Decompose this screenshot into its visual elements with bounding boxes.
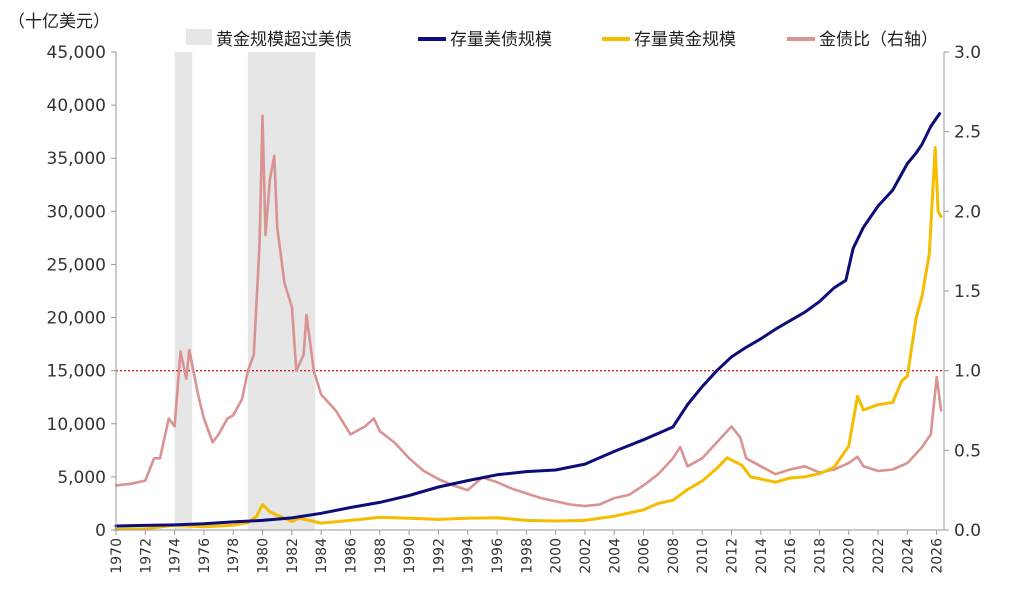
x-tick-label: 1980 xyxy=(256,538,272,574)
y-tick-label: 45,000 xyxy=(47,43,106,63)
series-line-treasury xyxy=(114,112,942,528)
x-tick-label: 1984 xyxy=(314,538,330,574)
x-tick-label: 1970 xyxy=(109,538,125,574)
legend-label-gold: 存量黄金规模 xyxy=(634,30,736,50)
legend: 黄金规模超过美债 存量美债规模 存量黄金规模 金债比（右轴） xyxy=(186,29,938,50)
y2-axis-ticks: 0.0 0.5 1.0 1.5 2.0 2.5 3.0 xyxy=(944,43,981,541)
y-tick-label: 35,000 xyxy=(47,149,106,169)
x-tick-label: 1996 xyxy=(490,538,506,574)
legend-label-ratio: 金债比（右轴） xyxy=(819,30,938,50)
shaded-regions xyxy=(174,52,316,530)
series-line-gold xyxy=(114,146,943,531)
series-line-ratio xyxy=(114,114,943,508)
x-tick-label: 2004 xyxy=(607,538,623,574)
y2-tick-label: 0.0 xyxy=(954,521,981,541)
shaded-region-1 xyxy=(247,52,316,530)
x-tick-label: 1992 xyxy=(431,538,447,574)
x-tick-label: 1982 xyxy=(285,538,301,574)
y2-tick-label: 3.0 xyxy=(954,43,981,63)
y2-tick-label: 2.0 xyxy=(954,202,981,222)
x-tick-label: 2014 xyxy=(754,538,770,574)
x-tick-label: 2006 xyxy=(637,538,653,574)
x-tick-label: 1986 xyxy=(343,538,359,574)
y-tick-label: 10,000 xyxy=(47,415,106,435)
y-tick-label: 25,000 xyxy=(47,255,106,275)
x-tick-label: 1988 xyxy=(373,538,389,574)
x-tick-label: 2012 xyxy=(725,538,741,574)
series-lines xyxy=(114,112,943,531)
x-tick-label: 2022 xyxy=(871,538,887,574)
x-axis-ticks: 1970 1972 1974 1976 1978 1980 1982 1984 1986 1988… xyxy=(109,530,946,574)
x-tick-label: 2010 xyxy=(695,538,711,574)
x-tick-label: 2018 xyxy=(812,538,828,574)
y2-tick-label: 1.5 xyxy=(954,282,981,302)
y2-tick-label: 1.0 xyxy=(954,362,981,382)
x-tick-label: 1994 xyxy=(461,538,477,574)
legend-label-shaded: 黄金规模超过美债 xyxy=(216,30,352,50)
x-tick-label: 1998 xyxy=(519,538,535,574)
y-tick-label: 20,000 xyxy=(47,309,106,329)
y-axis-unit-label: （十亿美元） xyxy=(8,12,110,32)
legend-label-treasury: 存量美债规模 xyxy=(450,30,552,50)
x-tick-label: 1990 xyxy=(402,538,418,574)
x-tick-label: 2008 xyxy=(666,538,682,574)
y2-tick-label: 2.5 xyxy=(954,123,981,143)
y-tick-label: 40,000 xyxy=(47,96,106,116)
x-tick-label: 2000 xyxy=(549,538,565,574)
y-tick-label: 15,000 xyxy=(47,362,106,382)
y-axis-ticks: 0 5,000 10,000 15,000 20,000 25,000 30,000 35,0… xyxy=(47,43,116,541)
legend-swatch-shaded xyxy=(186,29,212,45)
x-tick-label: 1978 xyxy=(226,538,242,574)
y-tick-label: 30,000 xyxy=(47,202,106,222)
y-tick-label: 5,000 xyxy=(57,468,106,488)
x-tick-label: 2002 xyxy=(578,538,594,574)
x-tick-label: 2026 xyxy=(930,538,946,574)
x-tick-label: 1974 xyxy=(168,538,184,574)
y-tick-label: 0 xyxy=(95,521,106,541)
x-tick-label: 1972 xyxy=(138,538,154,574)
x-tick-label: 2016 xyxy=(783,538,799,574)
shaded-region-0 xyxy=(174,52,193,530)
x-tick-label: 2020 xyxy=(842,538,858,574)
x-tick-label: 1976 xyxy=(197,538,213,574)
y2-tick-label: 0.5 xyxy=(954,441,981,461)
x-tick-label: 2024 xyxy=(900,538,916,574)
axes xyxy=(115,52,945,531)
